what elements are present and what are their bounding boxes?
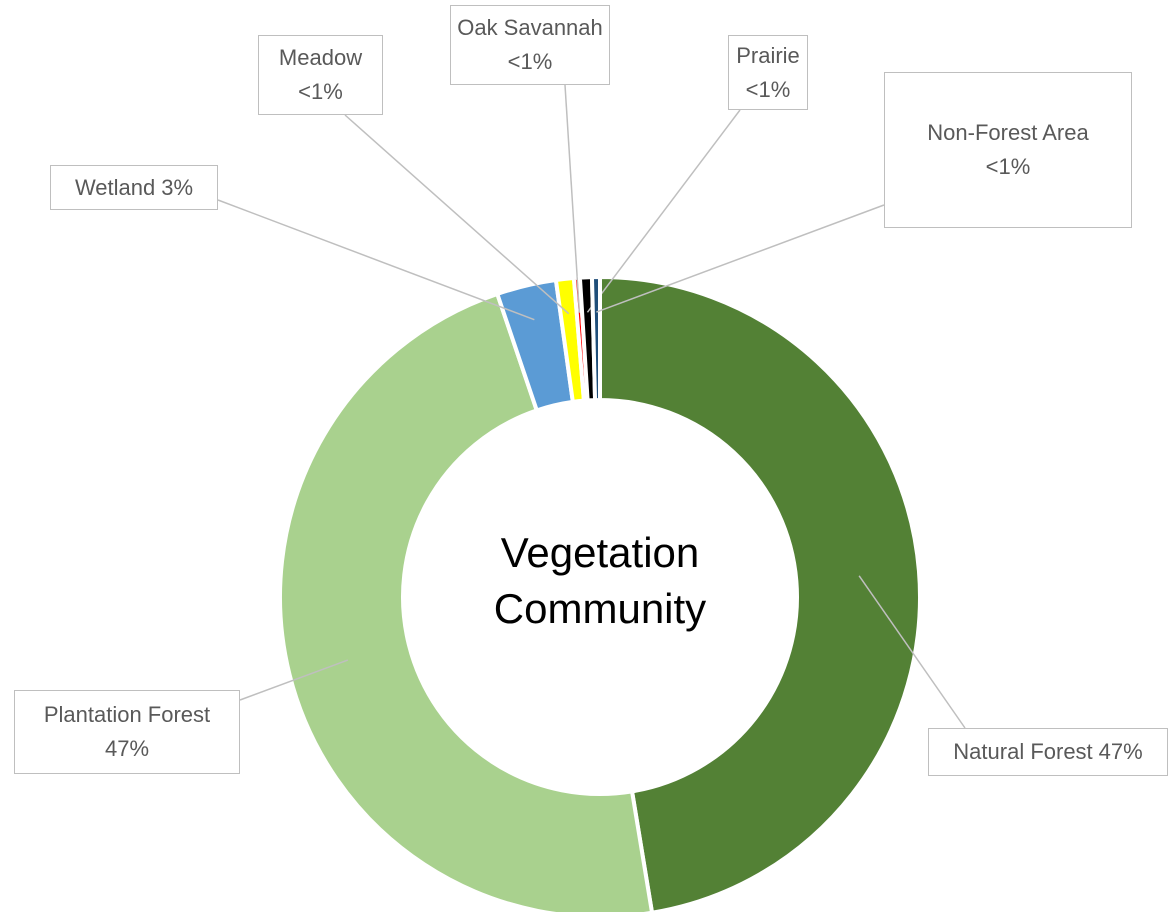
slice: [598, 274, 922, 912]
label-name: Meadow: [278, 45, 363, 70]
leader-line: [217, 199, 535, 321]
label-name: Non-Forest Area: [927, 120, 1089, 145]
label-value: <1%: [298, 79, 343, 104]
data-label: Natural Forest 47%: [928, 728, 1168, 776]
slice: [278, 291, 654, 912]
data-label: Oak Savannah <1%: [450, 5, 610, 85]
leader-line: [858, 575, 966, 729]
label-value: <1%: [507, 49, 553, 74]
label-name: Natural Forest: [953, 739, 1093, 764]
data-label: Wetland 3%: [50, 165, 218, 210]
leader-line: [239, 659, 349, 701]
data-label: Plantation Forest 47%: [14, 690, 240, 774]
label-value: 47%: [104, 736, 150, 761]
label-value: 3%: [161, 174, 194, 200]
slice: [589, 274, 602, 403]
label-name: Prairie: [736, 42, 800, 68]
leader-line: [586, 109, 741, 313]
label-name: Plantation Forest: [43, 702, 211, 727]
label-name: Oak Savannah: [457, 15, 603, 40]
data-label: Prairie <1%: [728, 35, 808, 110]
chart-title: Vegetation Community: [493, 529, 707, 632]
leader-line: [596, 204, 885, 313]
label-value: 47%: [1098, 739, 1143, 764]
label-name: Wetland: [74, 174, 156, 200]
label-value: <1%: [985, 154, 1031, 179]
data-label: Non-Forest Area <1%: [884, 72, 1132, 228]
data-label: Meadow <1%: [258, 35, 383, 115]
leader-line: [344, 114, 570, 315]
label-value: <1%: [745, 76, 791, 102]
leader-line: [564, 84, 581, 313]
